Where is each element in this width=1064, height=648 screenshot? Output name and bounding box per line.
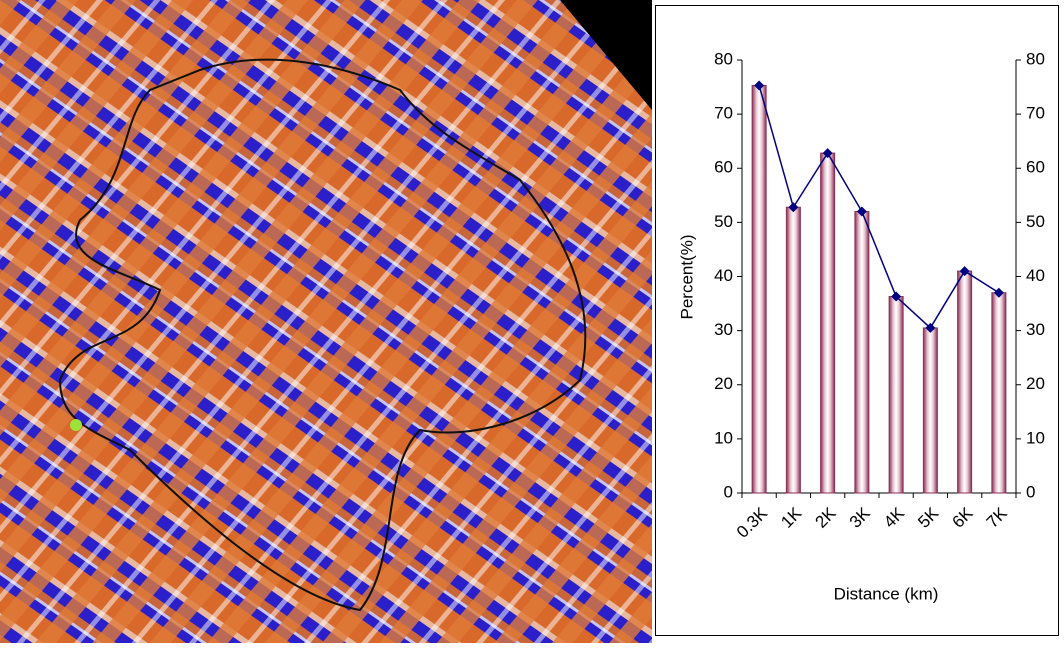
y-tick-label: 20: [714, 374, 733, 393]
y2-tick-label: 60: [1026, 158, 1045, 177]
y2-tick-label: 80: [1026, 49, 1045, 68]
bar: [991, 292, 1007, 494]
y-tick-label: 60: [714, 158, 733, 177]
bar: [820, 152, 836, 494]
y-tick-label: 0: [724, 482, 733, 501]
y-tick-label: 50: [714, 212, 733, 231]
y-tick-label: 40: [714, 266, 733, 285]
marker: [891, 291, 902, 302]
bar: [785, 206, 801, 494]
marker: [925, 322, 936, 333]
y-tick-label: 10: [714, 428, 733, 447]
marker: [788, 202, 799, 213]
marker: [822, 148, 833, 159]
y2-tick-label: 40: [1026, 266, 1045, 285]
y2-tick-label: 10: [1026, 428, 1045, 447]
y2-tick-label: 20: [1026, 374, 1045, 393]
bar: [957, 270, 973, 494]
y2-tick-label: 0: [1026, 482, 1035, 501]
y2-tick-label: 30: [1026, 320, 1045, 339]
y2-tick-label: 70: [1026, 104, 1045, 123]
y-tick-label: 70: [714, 104, 733, 123]
marker: [856, 206, 867, 217]
y-axis-label: Percent(%): [677, 234, 696, 319]
y-tick-label: 30: [714, 320, 733, 339]
marker: [959, 266, 970, 277]
marker: [993, 287, 1004, 298]
bar: [854, 211, 870, 494]
terrain-map: [0, 0, 652, 643]
line: [758, 85, 1000, 330]
y2-tick-label: 50: [1026, 212, 1045, 231]
x-axis-label: Distance (km): [834, 584, 939, 603]
bar: [888, 296, 904, 494]
bar: [751, 84, 767, 494]
bar: [922, 327, 938, 494]
marker: [754, 80, 765, 91]
y-tick-label: 80: [714, 49, 733, 68]
